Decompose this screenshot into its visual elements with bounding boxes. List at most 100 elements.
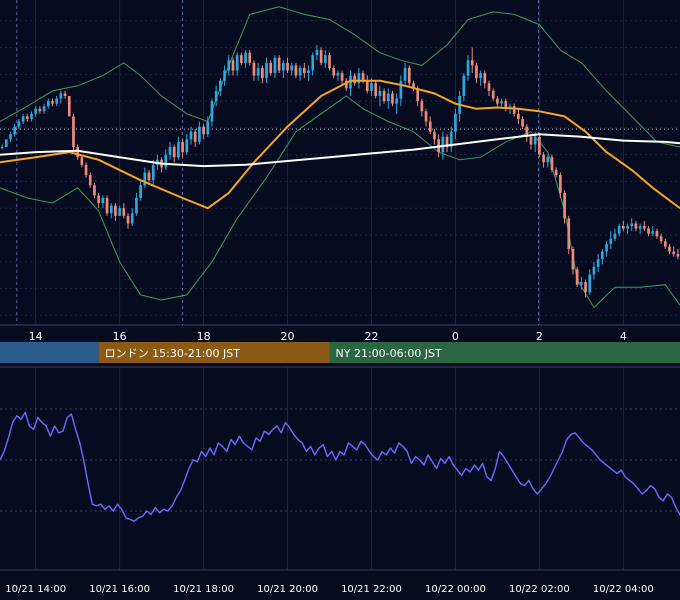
candle-body [407, 67, 411, 84]
candle [668, 243, 671, 255]
candle [4, 139, 8, 147]
candle [139, 180, 142, 201]
candle-body [374, 83, 378, 96]
candle-body [126, 215, 130, 224]
candle [588, 269, 592, 295]
candle [151, 159, 155, 186]
candle [642, 220, 646, 232]
candle-body [659, 236, 663, 242]
candle-body [559, 175, 562, 193]
candle-body [177, 141, 180, 158]
candle-body [244, 52, 247, 63]
candle [521, 116, 524, 130]
candle-body [189, 131, 193, 140]
candle [198, 121, 201, 145]
candle-body [261, 67, 264, 79]
candle [563, 190, 566, 224]
candle [67, 96, 71, 117]
candle-body [349, 75, 352, 89]
candle [487, 80, 491, 96]
price-panel[interactable] [0, 0, 680, 326]
candle [281, 60, 285, 79]
candle-body [206, 121, 210, 135]
candle-body [25, 116, 29, 119]
candle-body [483, 73, 487, 84]
candle-body [17, 121, 21, 127]
candle [72, 113, 75, 153]
candle-body [445, 136, 449, 147]
candle [17, 118, 21, 130]
candle [143, 167, 147, 188]
candle [445, 134, 449, 153]
candle [332, 65, 336, 79]
candle [88, 172, 92, 188]
candle-body [546, 157, 550, 163]
oscillator-series [0, 411, 680, 522]
candle [638, 223, 642, 234]
candle [59, 90, 63, 104]
candle-body [668, 246, 671, 252]
candle [433, 129, 436, 145]
candle [449, 126, 453, 153]
candle-body [596, 259, 600, 267]
candle-body [533, 136, 537, 145]
candle-body [323, 55, 327, 63]
candle [21, 113, 25, 125]
candle [365, 75, 369, 94]
candle [605, 241, 608, 257]
candle-body [114, 205, 117, 216]
candle-body [403, 67, 407, 81]
candle [403, 62, 407, 86]
oscillator-panel[interactable] [0, 366, 680, 571]
candle-body [617, 226, 621, 234]
candle-body [248, 52, 252, 63]
candle-body [475, 65, 478, 79]
price-x-tick-label: 0 [452, 330, 459, 343]
candle-body [454, 113, 457, 132]
candle [93, 182, 96, 198]
candle [252, 60, 256, 81]
candle-body [227, 60, 231, 71]
candle [580, 277, 583, 290]
candle [382, 88, 386, 104]
candle-body [642, 226, 646, 229]
candle [25, 113, 29, 122]
candle-body [634, 223, 638, 229]
candle-body [496, 98, 499, 104]
candle [395, 93, 399, 114]
candle [466, 55, 470, 81]
candle-body [256, 67, 260, 76]
candle-body [651, 231, 655, 234]
candle-body [63, 93, 67, 96]
candle [315, 45, 319, 61]
candle-body [97, 195, 100, 204]
candle [626, 223, 629, 234]
candle [344, 78, 348, 91]
candle [357, 67, 361, 89]
candle-body [592, 266, 596, 275]
candle [407, 65, 411, 86]
candle [168, 141, 172, 160]
candle-body [235, 55, 239, 71]
candle-body [172, 147, 176, 158]
price-grid [0, 0, 680, 326]
candle-body [613, 233, 617, 239]
candle-body [466, 60, 470, 76]
candle [349, 70, 352, 96]
candle [584, 279, 587, 298]
candle [676, 249, 680, 260]
candle [164, 149, 168, 170]
candle [575, 266, 579, 288]
candle [483, 70, 487, 89]
candle [542, 152, 545, 168]
candle [51, 98, 54, 107]
candle-body [80, 157, 84, 165]
candle-body [30, 113, 33, 119]
price-x-axis: 14 16 18 20 22 0 2 4 [29, 330, 627, 343]
candle [634, 220, 638, 232]
candle [42, 103, 46, 114]
candle [202, 124, 205, 140]
candle [601, 249, 604, 265]
candle [412, 80, 415, 91]
